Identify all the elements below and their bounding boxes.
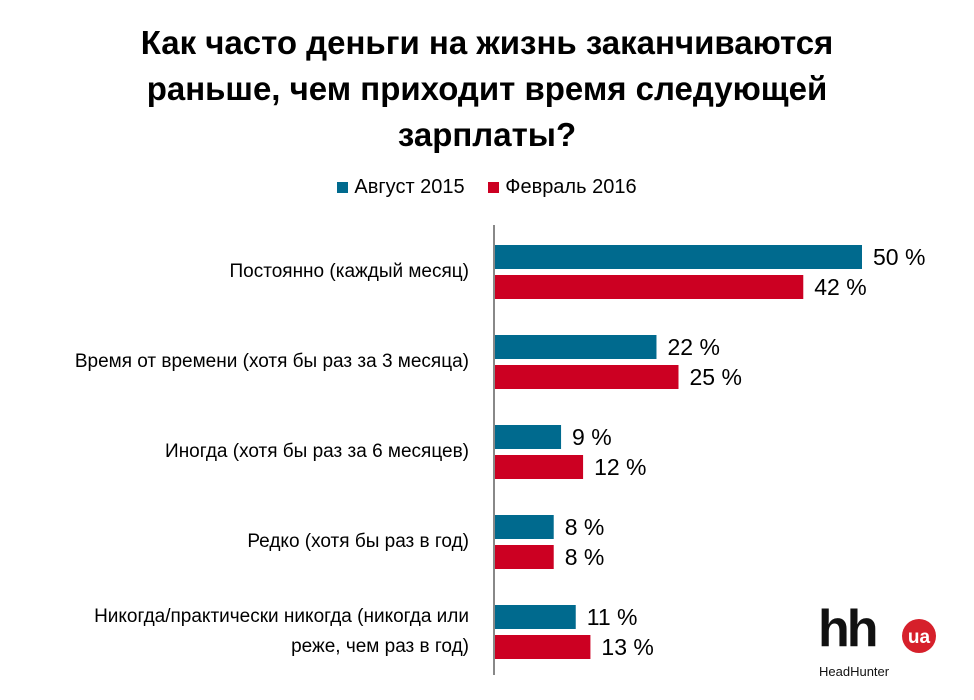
data-label: 25 % <box>690 364 742 390</box>
data-label: 11 % <box>587 604 638 630</box>
title-line: зарплаты? <box>397 116 577 153</box>
legend-label: Август 2015 <box>354 176 465 198</box>
chart-title: Как часто деньги на жизнь заканчиваются … <box>0 20 974 158</box>
legend-label: Февраль 2016 <box>505 176 637 198</box>
legend-item-feb-2016: Февраль 2016 <box>488 176 637 199</box>
bar <box>495 605 576 629</box>
bar <box>495 335 657 359</box>
bar <box>495 515 554 539</box>
category-label-line: Иногда (хотя бы раз за 6 месяцев) <box>165 441 469 462</box>
bar <box>495 425 562 449</box>
logo-ua-badge <box>902 619 936 653</box>
legend: Август 2015 Февраль 2016 <box>0 176 974 199</box>
category-label: Редко (хотя бы раз в год) <box>247 527 469 557</box>
data-label: 42 % <box>814 274 866 300</box>
bar <box>495 545 554 569</box>
logo-ua-text: ua <box>908 627 931 648</box>
title-line: Как часто деньги на жизнь заканчиваются <box>140 24 834 61</box>
category-label-line: Никогда/практически никогда (никогда или <box>94 606 469 627</box>
category-label-line: Постоянно (каждый месяц) <box>229 261 470 282</box>
category-label: Время от времени (хотя бы раз за 3 месяц… <box>75 347 469 377</box>
category-label: Иногда (хотя бы раз за 6 месяцев) <box>165 437 469 467</box>
category-label-line: Время от времени (хотя бы раз за 3 месяц… <box>74 351 469 372</box>
bar <box>495 455 584 479</box>
data-label: 22 % <box>667 334 719 360</box>
category-label-line: Редко (хотя бы раз в год) <box>247 531 469 552</box>
bar <box>495 275 804 299</box>
category-label: Никогда/практически никогда (никогда или… <box>94 602 469 662</box>
data-label: 50 % <box>873 244 925 270</box>
legend-swatch <box>488 182 500 193</box>
logo-hh-text: hh <box>818 602 876 658</box>
bar <box>495 635 591 659</box>
title-line: раньше, чем приходит время следующей <box>146 70 828 107</box>
legend-swatch <box>337 182 349 193</box>
category-label: Постоянно (каждый месяц) <box>230 257 470 287</box>
legend-item-aug-2015: Август 2015 <box>337 176 465 199</box>
data-label: 8 % <box>565 544 605 570</box>
headhunter-logo: hh ua HeadHunter <box>818 602 936 679</box>
bar <box>495 245 862 269</box>
bar <box>495 365 679 389</box>
data-label: 9 % <box>572 424 612 450</box>
category-label-line: реже, чем раз в год) <box>291 636 469 657</box>
data-label: 8 % <box>565 514 605 540</box>
data-label: 12 % <box>594 454 646 480</box>
logo-subtitle: HeadHunter <box>819 664 890 679</box>
data-label: 13 % <box>601 634 653 660</box>
